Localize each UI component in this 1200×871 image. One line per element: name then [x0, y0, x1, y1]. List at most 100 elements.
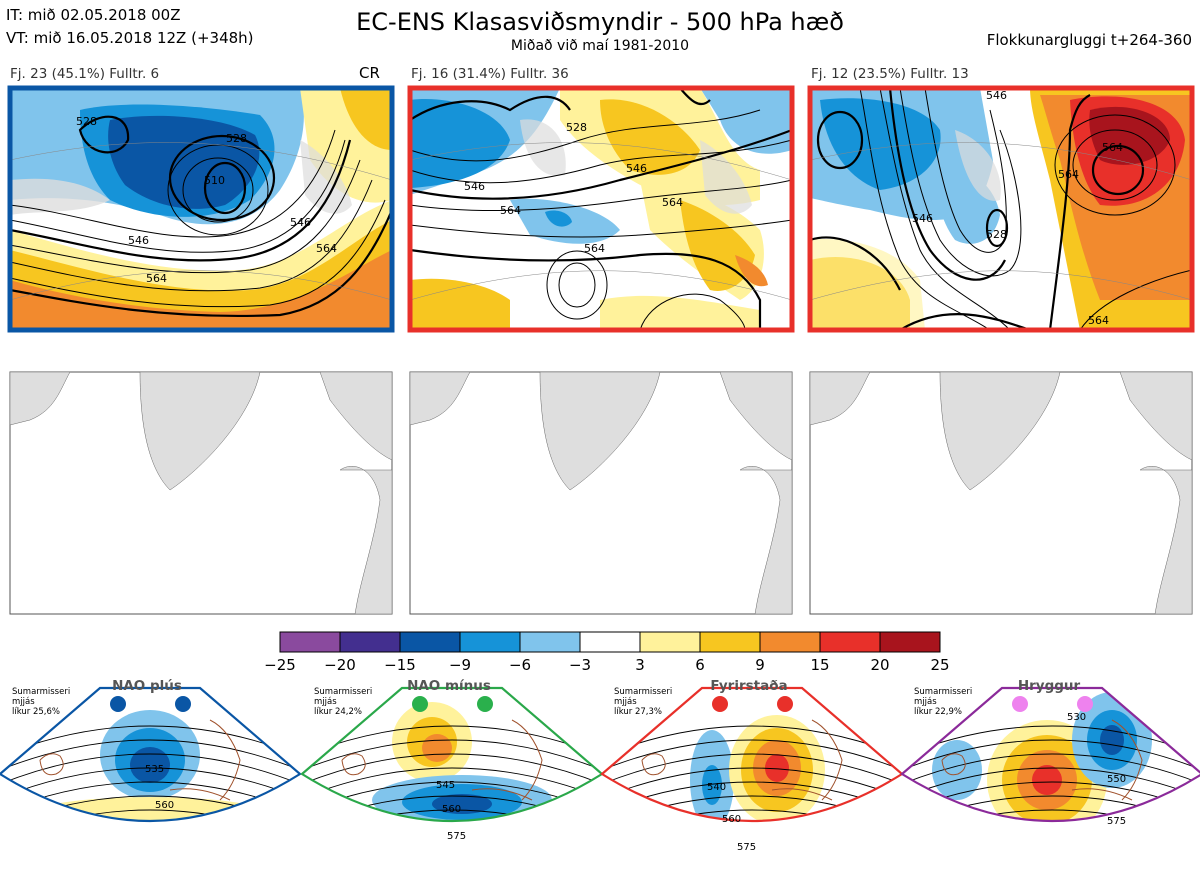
colorbar-swatch	[819, 631, 881, 653]
contour-label: 528	[76, 115, 97, 128]
contour-label: 564	[584, 242, 605, 255]
colorbar-tick-label: 25	[930, 656, 949, 674]
colorbar: −25 −20 −15 −9 −6 −3 3 6 9 15 20 25	[264, 631, 950, 674]
regime-marker	[777, 696, 793, 712]
regime-contour-label: 575	[1107, 816, 1126, 827]
contour-label: 564	[500, 204, 521, 217]
colorbar-tick-label: −25	[264, 656, 296, 674]
regime-contour-label: 575	[447, 831, 466, 842]
regime-probability-text: líkur 24,2%	[314, 707, 362, 717]
cluster-1-tag: CR	[359, 64, 380, 82]
regime-contour-label: 560	[155, 800, 174, 811]
cluster-1-map: 528 528 510 546 546 564 564	[10, 88, 392, 330]
clustering-window: Flokkunargluggi t+264-360	[986, 31, 1192, 49]
contour-label: 546	[128, 234, 149, 247]
contour-label: 510	[204, 174, 225, 187]
regime-contour-label: 560	[442, 804, 461, 815]
regime-contour-label: 545	[436, 780, 455, 791]
colorbar-swatch	[459, 631, 521, 653]
regime-contour-label: 535	[145, 764, 164, 775]
regime-probability-text: Sumarmisseri	[12, 687, 70, 697]
cluster-2-frame	[407, 85, 795, 333]
contour-label: 528	[226, 132, 247, 145]
contour-label: 546	[626, 162, 647, 175]
cluster-1-frame	[7, 85, 395, 333]
cluster-2-map: 528 546 546 564 564 564	[410, 88, 792, 330]
page-subtitle: Miðað við maí 1981-2010	[510, 38, 690, 54]
regime-probability-text: mjjás	[914, 697, 937, 707]
cluster-3-map: 546 564 546 528 564 564	[810, 88, 1192, 330]
contour-label: 546	[986, 89, 1007, 102]
regime-probability-text: Sumarmisseri	[914, 687, 972, 697]
regime-probability-text: Sumarmisseri	[314, 687, 372, 697]
colorbar-swatch	[519, 631, 581, 653]
contour-label: 546	[912, 212, 933, 225]
regime-contour-label: 575	[737, 842, 756, 853]
regime-name: Hryggur	[1018, 678, 1081, 694]
regime-probability-text: mjjás	[314, 697, 337, 707]
page-title: EC-ENS Klasasviðsmyndir - 500 hPa hæð	[356, 8, 844, 36]
colorbar-tick-label: 15	[810, 656, 829, 674]
contour-label: 564	[316, 242, 337, 255]
header-info: IT: mið 02.05.2018 00Z VT: mið 16.05.201…	[6, 4, 254, 50]
colorbar-tick-label: 20	[870, 656, 889, 674]
contour-label: 546	[464, 180, 485, 193]
contour-label: 564	[1102, 141, 1123, 154]
regime-probability-text: líkur 22,9%	[914, 707, 962, 717]
regime-marker	[412, 696, 428, 712]
regime-contour-label: 540	[707, 782, 726, 793]
contour-label: 528	[566, 121, 587, 134]
regime-marker	[1077, 696, 1093, 712]
contour-label: 564	[1058, 168, 1079, 181]
colorbar-tick-label: 9	[755, 656, 765, 674]
colorbar-swatch	[279, 631, 341, 653]
regime-name: NAO plús	[112, 678, 182, 694]
regime-marker	[712, 696, 728, 712]
empty-map-1	[9, 371, 393, 615]
regime-marker	[110, 696, 126, 712]
empty-map-3	[809, 371, 1193, 615]
contour-label: 528	[986, 228, 1007, 241]
cluster-1-label: Fj. 23 (45.1%) Fulltr. 6	[10, 66, 160, 82]
regime-name: Fyrirstaða	[710, 678, 787, 694]
valid-time: VT: mið 16.05.2018 12Z (+348h)	[6, 29, 254, 47]
colorbar-swatch	[699, 631, 761, 653]
regime-marker	[477, 696, 493, 712]
colorbar-swatch	[879, 631, 941, 653]
colorbar-tick-label: 6	[695, 656, 705, 674]
colorbar-swatch	[399, 631, 461, 653]
regime-name: NAO mínus	[407, 678, 491, 694]
colorbar-tick-label: 3	[635, 656, 645, 674]
regime-marker	[1012, 696, 1028, 712]
colorbar-tick-label: −15	[384, 656, 416, 674]
cluster-3-label: Fj. 12 (23.5%) Fulltr. 13	[811, 66, 969, 82]
regime-contour-label: 560	[722, 814, 741, 825]
colorbar-tick-label: −9	[449, 656, 471, 674]
regime-panel-3: 540 560 575 Fyrirstaða Sumarmisserimjjáslíku…	[600, 678, 904, 853]
regime-marker	[175, 696, 191, 712]
contour-label: 564	[662, 196, 683, 209]
colorbar-tick-label: −20	[324, 656, 356, 674]
colorbar-tick-label: −6	[509, 656, 531, 674]
regime-probability-text: mjjás	[614, 697, 637, 707]
contour-label: 564	[146, 272, 167, 285]
colorbar-swatch	[579, 631, 641, 653]
regime-probability-text: Sumarmisseri	[614, 687, 672, 697]
initial-time: IT: mið 02.05.2018 00Z	[6, 6, 181, 24]
colorbar-swatch	[759, 631, 821, 653]
colorbar-swatch	[339, 631, 401, 653]
regime-probability-text: mjjás	[12, 697, 35, 707]
empty-map-2	[409, 371, 793, 615]
regime-probability-text: líkur 25,6%	[12, 707, 60, 717]
colorbar-tick-label: −3	[569, 656, 591, 674]
contour-label: 546	[290, 216, 311, 229]
cluster-2-label: Fj. 16 (31.4%) Fulltr. 36	[411, 66, 569, 82]
regime-contour-label: 530	[1067, 712, 1086, 723]
regime-contour-label: 550	[1107, 774, 1126, 785]
regime-probability-text: líkur 27,3%	[614, 707, 662, 717]
cluster-3-frame	[807, 85, 1195, 333]
